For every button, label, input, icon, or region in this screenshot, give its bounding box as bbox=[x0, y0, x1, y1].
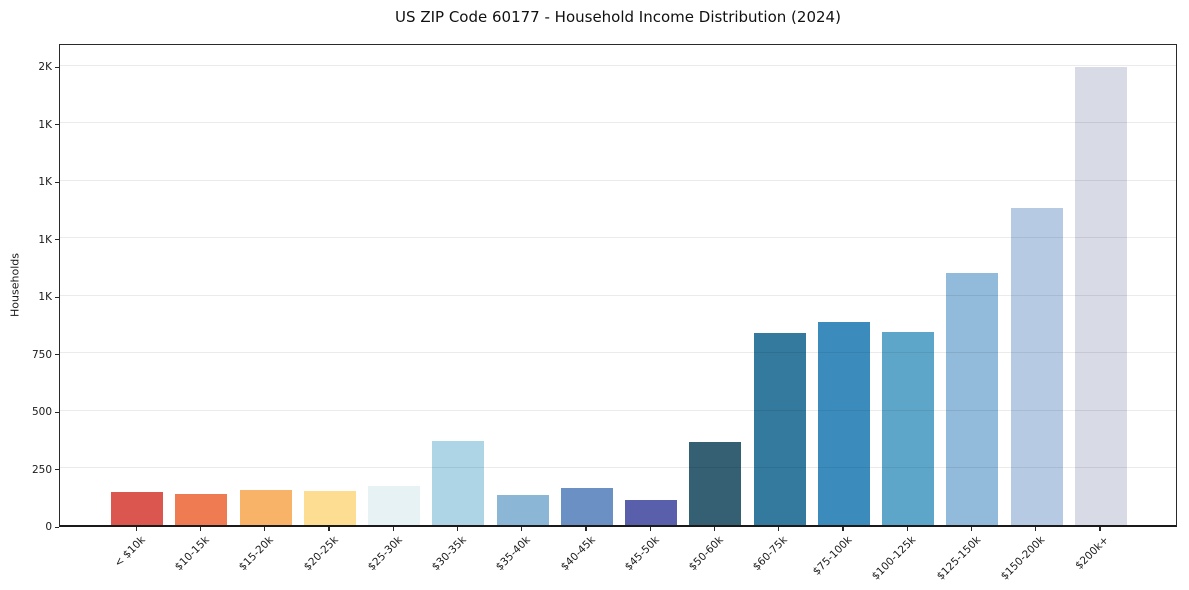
y-tick-label: 0 bbox=[45, 521, 52, 533]
bars-container bbox=[60, 45, 1176, 525]
x-tick-label: $20-25k bbox=[301, 534, 341, 574]
y-tick-mark bbox=[55, 411, 59, 413]
x-tick-mark bbox=[970, 527, 973, 531]
bar-10k bbox=[111, 491, 164, 525]
x-tick-label: < $10k bbox=[112, 534, 148, 570]
bar-15-20k bbox=[239, 489, 292, 525]
y-tick-mark bbox=[55, 296, 59, 298]
x-tick-mark bbox=[649, 527, 651, 531]
y-tick-label: 2K bbox=[38, 61, 52, 73]
bar-35-40k bbox=[496, 494, 549, 525]
x-tick-label: $100-125k bbox=[870, 534, 919, 583]
bar-75-100k bbox=[817, 322, 870, 525]
x-tick-mark bbox=[392, 527, 394, 531]
bar-50-60k bbox=[689, 442, 742, 525]
x-tick-mark bbox=[585, 527, 587, 531]
x-tick-mark bbox=[1035, 527, 1037, 531]
x-tick-mark bbox=[456, 527, 459, 531]
x-tick-mark bbox=[199, 527, 202, 531]
y-tick-mark bbox=[55, 354, 59, 356]
x-tick-label: $40-45k bbox=[558, 534, 598, 574]
x-tick-label: $45-50k bbox=[622, 534, 662, 574]
y-tick-mark bbox=[55, 124, 59, 126]
x-tick-mark bbox=[713, 527, 716, 531]
x-tick-mark bbox=[521, 527, 523, 531]
y-tick-label: 1K bbox=[38, 118, 52, 131]
x-tick-label: $10-15k bbox=[172, 534, 212, 574]
y-tick-mark bbox=[55, 469, 59, 471]
x-tick-label: $35-40k bbox=[494, 534, 534, 574]
bar-200k bbox=[1074, 66, 1127, 525]
y-tick-mark bbox=[55, 526, 59, 528]
x-tick-label: $125-150k bbox=[934, 534, 983, 583]
x-tick-mark bbox=[1099, 527, 1101, 531]
y-tick-mark bbox=[55, 239, 59, 241]
x-tick-mark bbox=[328, 527, 330, 531]
bar-150-200k bbox=[1010, 208, 1063, 525]
y-tick-label: 1K bbox=[38, 176, 52, 188]
x-tick-mark bbox=[264, 527, 266, 531]
x-tick-label: $150-200k bbox=[998, 534, 1048, 583]
bar-30-35k bbox=[432, 441, 485, 525]
x-tick-label: $60-75k bbox=[751, 534, 791, 574]
bar-100-125k bbox=[882, 331, 935, 525]
x-tick-mark bbox=[842, 527, 844, 531]
x-tick-label: $25-30k bbox=[365, 534, 405, 574]
y-tick-label: 1K bbox=[38, 291, 52, 303]
x-tick-label: $50-60k bbox=[686, 534, 726, 574]
plot-area bbox=[59, 44, 1177, 527]
bar-25-30k bbox=[368, 486, 421, 525]
y-tick-mark bbox=[55, 66, 59, 68]
bar-60-75k bbox=[753, 332, 806, 525]
y-axis-label-text: Households bbox=[8, 253, 22, 317]
y-tick-mark bbox=[55, 181, 59, 183]
y-tick-label: 250 bbox=[31, 463, 52, 476]
x-tick-label: $200k+ bbox=[1073, 534, 1112, 572]
chart-title: US ZIP Code 60177 - Household Income Dis… bbox=[395, 8, 841, 26]
y-tick-label: 1K bbox=[38, 233, 52, 246]
x-tick-label: $15-20k bbox=[237, 534, 277, 574]
y-tick-label: 500 bbox=[31, 406, 52, 418]
bar-125-150k bbox=[946, 273, 999, 525]
y-tick-label: 750 bbox=[31, 348, 52, 361]
bar-20-25k bbox=[303, 490, 356, 525]
x-tick-label: $30-35k bbox=[429, 534, 469, 574]
x-tick-label: $75-100k bbox=[810, 534, 855, 578]
bar-10-15k bbox=[175, 493, 228, 525]
x-tick-mark bbox=[135, 527, 137, 531]
bar-40-45k bbox=[560, 488, 613, 525]
bar-45-50k bbox=[625, 500, 678, 525]
x-tick-mark bbox=[906, 527, 908, 531]
x-tick-mark bbox=[778, 527, 780, 531]
